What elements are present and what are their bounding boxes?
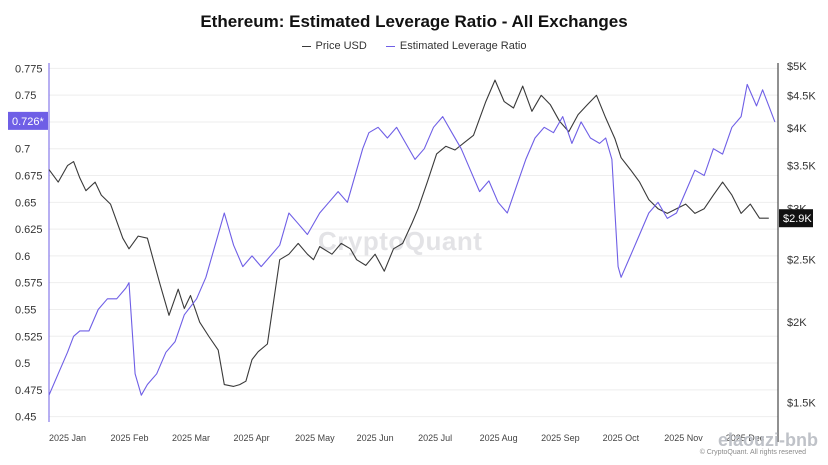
x-tick-label: 2025 Mar	[172, 433, 210, 443]
y-right-tick-label: $5K	[787, 61, 807, 73]
y-left-tick-label: 0.45	[15, 412, 36, 424]
y-left-tick-label: 0.5	[15, 358, 30, 370]
x-tick-label: 2025 Oct	[603, 433, 640, 443]
legend-swatch-price	[301, 45, 311, 47]
series-line-price	[48, 79, 769, 387]
y-right-tick-label: $4.5K	[787, 90, 816, 102]
current-price-label: $2.9K	[783, 213, 812, 225]
copyright-text: © CryptoQuant. All rights reserved	[699, 449, 806, 456]
x-tick-label: 2025 Aug	[480, 433, 518, 443]
x-tick-label: 2025 Jul	[418, 433, 452, 443]
y-left-tick-label: 0.65	[15, 197, 36, 209]
legend-swatch-leverage	[385, 45, 395, 47]
y-left-tick-label: 0.75	[15, 90, 36, 102]
legend-item-price[interactable]: Price USD	[301, 40, 367, 52]
current-leverage-badge	[8, 111, 48, 130]
chart-title: Ethereum: Estimated Leverage Ratio - All…	[200, 12, 628, 31]
y-right-tick-label: $4K	[787, 123, 807, 135]
x-tick-label: 2025 May	[295, 433, 335, 443]
corner-logo: elaouzi-bnb	[718, 430, 818, 450]
legend-label-leverage: Estimated Leverage Ratio	[399, 40, 527, 52]
y-left-tick-label: 0.575	[15, 278, 43, 290]
chart-legend: Price USD Estimated Leverage Ratio	[0, 40, 828, 52]
y-left-tick-label: 0.7	[15, 144, 30, 156]
y-right-tick-label: $2.5K	[787, 255, 816, 267]
y-left-tick-label: 0.625	[15, 224, 43, 236]
y-left-tick-label: 0.525	[15, 331, 43, 343]
watermark: CryptoQuant	[318, 226, 483, 256]
series-line-leverage	[48, 83, 776, 396]
y-right-tick-label: $2K	[787, 317, 807, 329]
x-tick-label: 2025 Feb	[111, 433, 149, 443]
y-left-tick-label: 0.6	[15, 251, 30, 263]
y-left-tick-label: 0.55	[15, 304, 36, 316]
legend-label-price: Price USD	[315, 40, 367, 52]
x-tick-label: 2025 Jun	[357, 433, 394, 443]
legend-item-leverage[interactable]: Estimated Leverage Ratio	[385, 40, 527, 52]
y-left-tick-label: 0.675	[15, 171, 43, 183]
y-right-tick-label: $3.5K	[787, 161, 816, 173]
y-left-tick-label: 0.775	[15, 63, 43, 75]
current-price-badge	[779, 209, 813, 228]
y-left-tick-label: 0.475	[15, 385, 43, 397]
current-leverage-label: 0.726*	[12, 116, 45, 128]
x-tick-label: 2025 Nov	[664, 433, 703, 443]
y-right-tick-label: $1.5K	[787, 398, 816, 410]
x-tick-label: 2025 Sep	[541, 433, 580, 443]
x-tick-label: 2025 Dec	[726, 433, 765, 443]
x-tick-label: 2025 Jan	[49, 433, 86, 443]
x-tick-label: 2025 Apr	[234, 433, 270, 443]
